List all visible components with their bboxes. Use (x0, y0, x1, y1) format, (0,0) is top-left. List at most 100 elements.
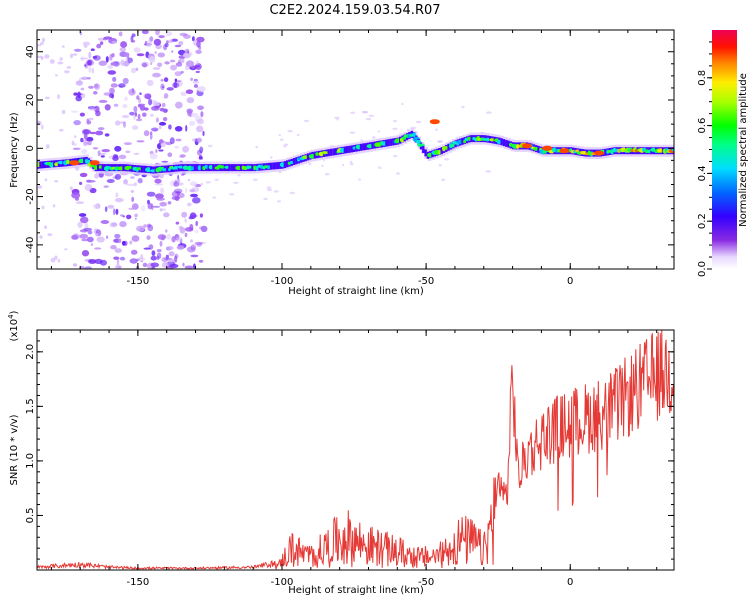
noise-blob (159, 107, 165, 112)
noise-blob (110, 62, 116, 66)
noise-blob (147, 202, 153, 210)
trace-core (424, 149, 427, 157)
x-tick-label: 0 (567, 276, 573, 287)
noise-blob (146, 191, 156, 197)
noise-blob (84, 64, 87, 67)
noise-blob (113, 103, 119, 107)
noise-blob (199, 146, 204, 154)
noise-blob (143, 130, 150, 137)
noise-blob (59, 57, 63, 61)
noise-blob (198, 156, 204, 160)
noise-blob (142, 62, 148, 68)
trace-core (387, 139, 390, 147)
noise-blob (132, 125, 139, 130)
noise-blob (143, 107, 149, 111)
noise-blob (73, 263, 77, 267)
noise-blob (118, 83, 126, 88)
noise-blob (121, 115, 130, 118)
noise-blob (78, 213, 87, 217)
noise-blob (197, 137, 202, 143)
trace-blob (671, 148, 674, 152)
spectrogram-x-ticks: -150 -100 -50 0 (50, 30, 658, 287)
noise-blob (104, 206, 108, 213)
trace-core (364, 143, 367, 151)
noise-blob (190, 254, 199, 258)
noise-blob (171, 38, 178, 42)
noise-blob (84, 266, 93, 269)
noise-blob (64, 248, 68, 251)
noise-blob (123, 179, 128, 185)
noise-blob (308, 162, 312, 166)
trace-core (83, 157, 86, 165)
noise-blob (199, 213, 203, 218)
trace-core (276, 162, 280, 170)
noise-blob (129, 258, 138, 264)
noise-blob (180, 173, 185, 176)
noise-blob (159, 201, 167, 207)
noise-blob (148, 98, 153, 106)
trace-core (500, 138, 503, 146)
noise-blob (97, 150, 101, 157)
noise-blob (125, 150, 131, 154)
noise-blob (98, 152, 107, 155)
noise-blob (161, 160, 169, 163)
trace-core (200, 164, 204, 172)
noise-blob (41, 205, 45, 210)
noise-blob (161, 102, 166, 108)
noise-blob (202, 130, 205, 137)
noise-blob (152, 205, 161, 208)
hot-spot (522, 143, 532, 149)
noise-blob (106, 179, 115, 183)
trace-core (447, 143, 450, 151)
colorbar-tick-label: 0.4 (697, 165, 708, 181)
noise-blob (196, 36, 205, 43)
noise-blob (435, 128, 438, 131)
trace-core (329, 148, 333, 156)
noise-blob (154, 128, 157, 132)
noise-blob (197, 86, 206, 93)
noise-blob (263, 197, 268, 201)
noise-blob (277, 200, 281, 203)
noise-blob (185, 89, 194, 94)
noise-blob (174, 44, 182, 48)
noise-blob (163, 93, 169, 99)
noise-blob (358, 178, 362, 181)
noise-blob (118, 31, 123, 37)
noise-blob (156, 255, 160, 261)
noise-blob (212, 196, 217, 199)
trace-core (507, 140, 510, 148)
noise-blob (284, 143, 289, 146)
noise-blob (185, 124, 188, 132)
noise-blob (90, 48, 95, 51)
noise-blob (79, 112, 85, 117)
noise-blob (485, 170, 492, 173)
noise-blob (175, 101, 183, 109)
noise-blob (214, 178, 219, 181)
noise-blob (118, 238, 122, 244)
noise-blob (173, 82, 178, 88)
trace-core (97, 164, 100, 172)
noise-blob (37, 120, 40, 124)
trace-blob (315, 152, 320, 156)
noise-blob (186, 202, 192, 207)
noise-blob (168, 251, 175, 257)
noise-blob (123, 52, 130, 58)
trace-core (392, 138, 395, 146)
trace-core (470, 135, 473, 143)
noise-blob (99, 41, 104, 45)
noise-blob (184, 232, 188, 238)
y-tick-label: -20 (25, 188, 36, 204)
noise-blob (190, 181, 198, 187)
trace-core (327, 149, 330, 157)
noise-blob (130, 249, 138, 255)
noise-blob (187, 113, 192, 117)
noise-blob (75, 95, 82, 102)
noise-blob (196, 125, 204, 133)
noise-blob (143, 224, 147, 228)
noise-blob (93, 203, 100, 209)
noise-blob (195, 60, 200, 66)
noise-blob (153, 38, 162, 46)
trace-core (283, 161, 287, 169)
snr-marks (37, 330, 674, 570)
snr-multiplier-label: (x104) (7, 310, 20, 341)
